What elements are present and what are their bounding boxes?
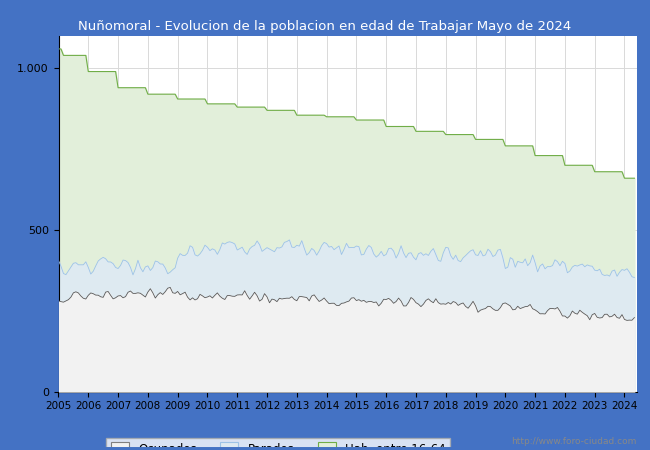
Text: http://www.foro-ciudad.com: http://www.foro-ciudad.com [512, 436, 637, 446]
Legend: Ocupados, Parados, Hab. entre 16-64: Ocupados, Parados, Hab. entre 16-64 [106, 438, 450, 450]
Text: Nuñomoral - Evolucion de la poblacion en edad de Trabajar Mayo de 2024: Nuñomoral - Evolucion de la poblacion en… [79, 20, 571, 33]
